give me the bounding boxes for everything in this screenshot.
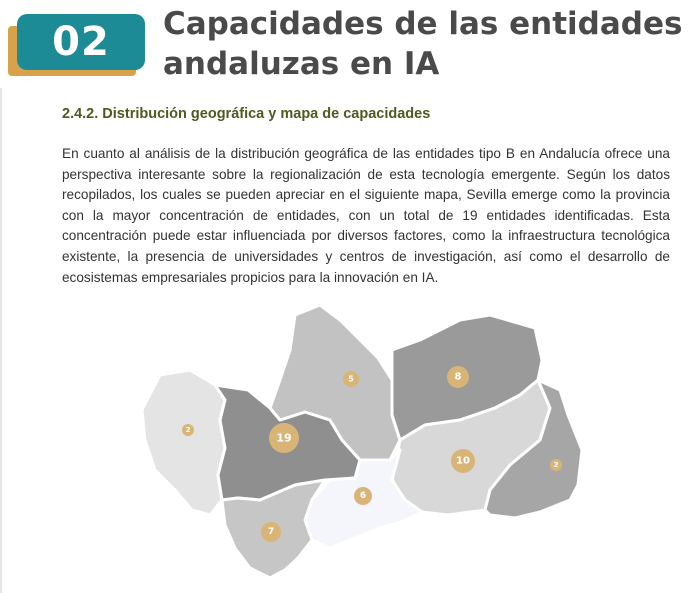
- marker-malaga-circle: [354, 487, 372, 505]
- marker-sevilla-circle: [269, 423, 299, 453]
- marker-huelva-count: 2: [186, 426, 191, 434]
- page-title: Capacidades de las entidades andaluzas e…: [163, 6, 683, 82]
- chapter-number-badge: 02: [17, 14, 145, 70]
- marker-cordoba: 5: [343, 371, 359, 387]
- province-almeria: [483, 378, 584, 520]
- marker-malaga-count: 6: [360, 491, 366, 501]
- marker-huelva-circle: [182, 424, 194, 436]
- andalucia-map-svg: 2 19 5 8 10 2 6 7: [140, 303, 584, 580]
- section-heading: 2.4.2. Distribución geográfica y mapa de…: [62, 106, 431, 122]
- body-paragraph: En cuanto al análisis de la distribución…: [62, 146, 670, 285]
- marker-jaen: 8: [447, 366, 469, 388]
- marker-almeria-circle: [550, 459, 562, 471]
- marker-cadiz: 7: [261, 522, 281, 542]
- marker-cadiz-circle: [261, 522, 281, 542]
- marker-malaga: 6: [354, 487, 372, 505]
- left-margin-rule: [0, 88, 2, 593]
- marker-cordoba-circle: [343, 371, 359, 387]
- marker-sevilla-count: 19: [276, 432, 291, 445]
- marker-almeria: 2: [550, 459, 562, 471]
- marker-cordoba-count: 5: [348, 375, 354, 384]
- marker-jaen-circle: [447, 366, 469, 388]
- marker-sevilla: 19: [269, 423, 299, 453]
- province-huelva: [140, 368, 227, 517]
- marker-cadiz-count: 7: [268, 527, 274, 537]
- marker-jaen-count: 8: [455, 372, 462, 383]
- chapter-header: 02 Capacidades de las entidades andaluza…: [0, 0, 690, 92]
- marker-granada: 10: [451, 449, 475, 473]
- marker-granada-count: 10: [456, 456, 470, 467]
- marker-huelva: 2: [182, 424, 194, 436]
- andalucia-map: 2 19 5 8 10 2 6 7: [130, 300, 600, 593]
- marker-granada-circle: [451, 449, 475, 473]
- marker-almeria-count: 2: [554, 461, 559, 469]
